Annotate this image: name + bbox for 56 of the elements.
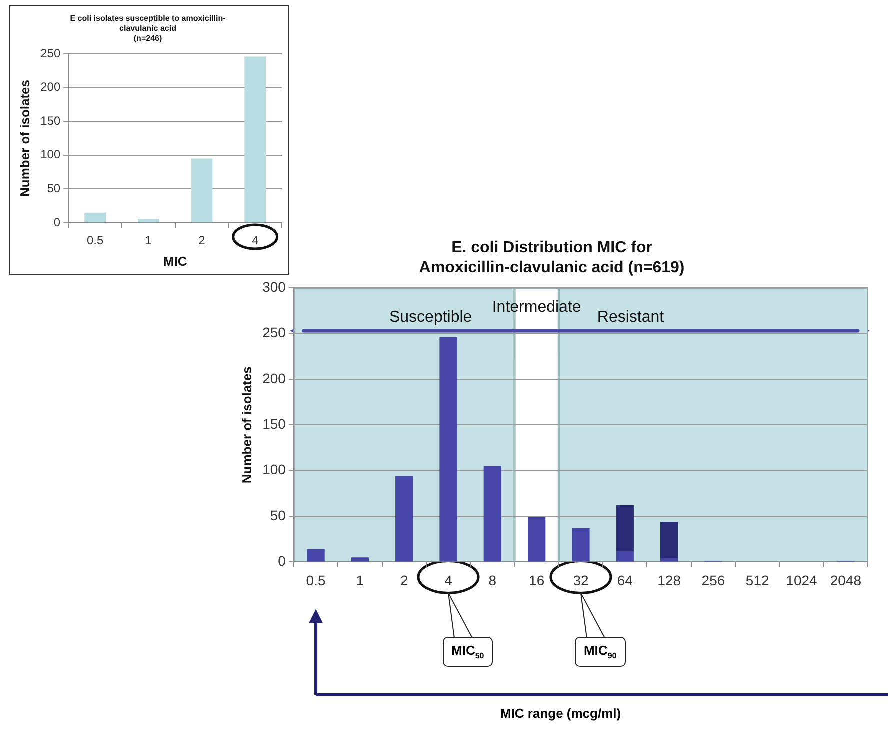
y-tick-label: 200: [40, 80, 61, 94]
x-tick-label: 4: [252, 234, 259, 248]
chart-title: E. coli Distribution MIC for Amoxicillin-clavulanic acid (n=619): [419, 239, 685, 276]
band-label: Susceptible: [389, 309, 472, 326]
y-tick-label: 200: [262, 370, 286, 386]
bar: [616, 506, 634, 552]
y-tick-label: 250: [40, 46, 61, 60]
bar: [572, 528, 590, 562]
x-tick-label: 32: [573, 572, 589, 588]
y-tick-label: 50: [270, 507, 286, 524]
x-tick-label: 16: [529, 572, 545, 588]
x-tick-label: 2048: [830, 572, 862, 588]
x-tick-label: 64: [617, 572, 634, 588]
y-tick-label: 0: [278, 553, 286, 570]
bar: [396, 476, 414, 562]
chart-title: E coli isolates susceptible to amoxicillin- clavulanic acid (n=246): [70, 14, 226, 44]
bar: [84, 212, 106, 222]
bar: [351, 558, 370, 562]
band-label: Resistant: [597, 309, 665, 326]
bar: [138, 218, 160, 222]
x-tick-label: 256: [702, 572, 726, 588]
bar: [307, 549, 325, 562]
y-axis-title: Number of isolates: [17, 80, 32, 198]
bar: [660, 558, 678, 562]
bar: [528, 517, 546, 562]
y-tick-label: 100: [262, 462, 286, 478]
band-label: Intermediate: [492, 299, 582, 316]
text: MIC$_{90}$: [574, 637, 626, 667]
bar: [440, 337, 458, 562]
y-tick-label: 50: [47, 182, 61, 196]
x-tick-label: 1: [356, 572, 364, 588]
x-tick-label: 2: [400, 572, 408, 588]
x-axis-title: MIC: [163, 254, 188, 269]
x-axis-title: MIC range (mcg/ml): [500, 706, 622, 721]
bar: [484, 466, 502, 562]
x-tick-label: 8: [488, 572, 497, 588]
y-tick-label: 0: [54, 215, 61, 230]
x-tick-label: 4: [444, 572, 453, 588]
x-tick-label: 128: [658, 572, 682, 588]
x-tick-label: 1: [145, 234, 152, 248]
x-tick-label: 0.5: [86, 234, 104, 248]
bar: [244, 56, 266, 222]
y-tick-label: 150: [262, 416, 286, 432]
y-tick-label: 100: [40, 148, 61, 162]
y-axis-title: Number of isolates: [239, 366, 254, 484]
x-tick-label: 1024: [786, 572, 818, 588]
bar: [616, 551, 634, 562]
y-tick-label: 300: [262, 278, 286, 295]
x-tick-label: 2: [198, 234, 206, 248]
bar: [191, 158, 213, 222]
x-tick-label: 512: [746, 572, 770, 588]
y-tick-label: 150: [40, 114, 61, 128]
x-tick-label: 0.5: [306, 572, 326, 588]
bar: [660, 522, 678, 559]
y-tick-label: 250: [262, 324, 286, 341]
text: MIC$_{50}$: [442, 637, 494, 667]
